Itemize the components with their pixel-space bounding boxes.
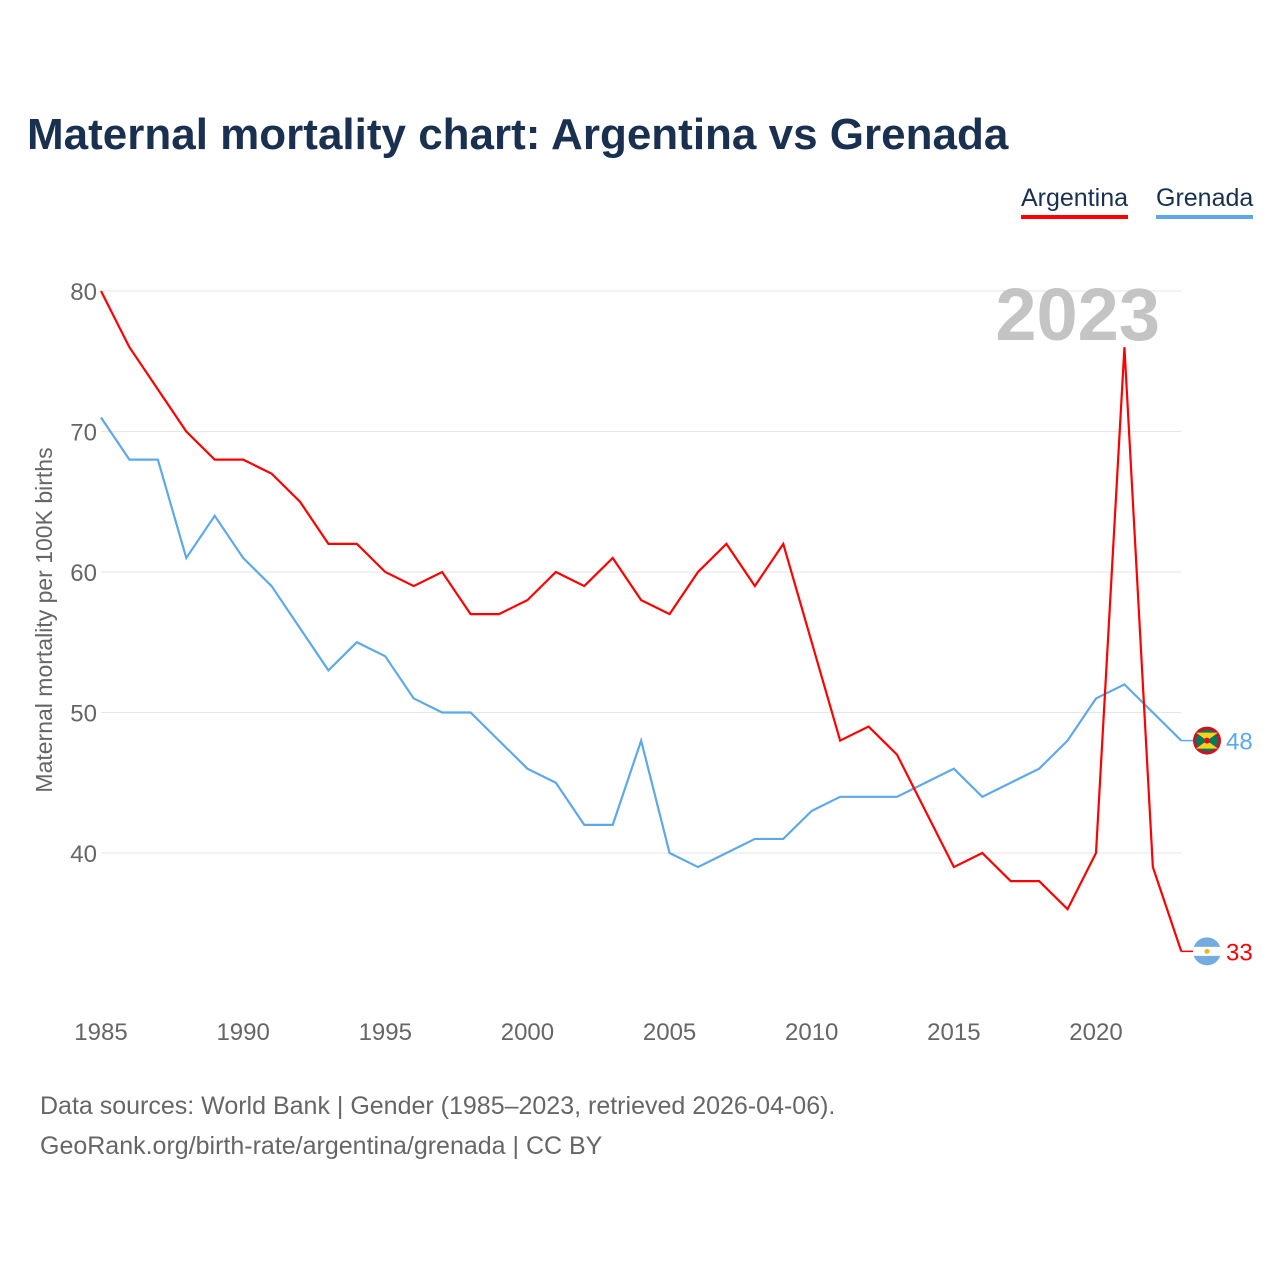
flag-center [1204,737,1210,744]
x-tick-label: 2000 [501,1019,554,1046]
x-tick-label: 1995 [359,1019,412,1046]
source-note: Data sources: World Bank | Gender (1985–… [40,1092,836,1120]
legend-grenada[interactable]: Grenada [1156,184,1254,219]
y-axis-label: Maternal mortality per 100K births [31,447,57,792]
y-tick-label: 70 [70,420,97,447]
year-watermark: 2023 [995,273,1160,356]
series-line-argentina [100,290,1183,952]
end-value-label-argentina: 33 [1226,939,1253,966]
x-tick-label: 2020 [1069,1019,1122,1046]
x-tick-label: 1985 [74,1019,127,1046]
x-tick-label: 1990 [216,1019,269,1046]
x-tick-label: 2010 [785,1019,838,1046]
source-link[interactable]: GeoRank.org/birth-rate/argentina/grenada… [40,1132,603,1160]
y-tick-label: 80 [70,279,97,306]
x-tick-label: 2015 [927,1019,980,1046]
x-tick-label: 2005 [643,1019,696,1046]
series-line-grenada [100,416,1183,869]
chart-title: Maternal mortality chart: Argentina vs G… [27,110,1009,159]
end-value-label-grenada: 48 [1226,729,1253,756]
flag-sun [1204,948,1210,954]
legend-argentina[interactable]: Argentina [1021,184,1129,219]
y-tick-label: 50 [70,701,97,728]
y-tick-label: 40 [70,841,97,868]
y-tick-label: 60 [70,560,97,587]
footer: Data sources: World Bank | Gender (1985–… [40,1086,835,1166]
